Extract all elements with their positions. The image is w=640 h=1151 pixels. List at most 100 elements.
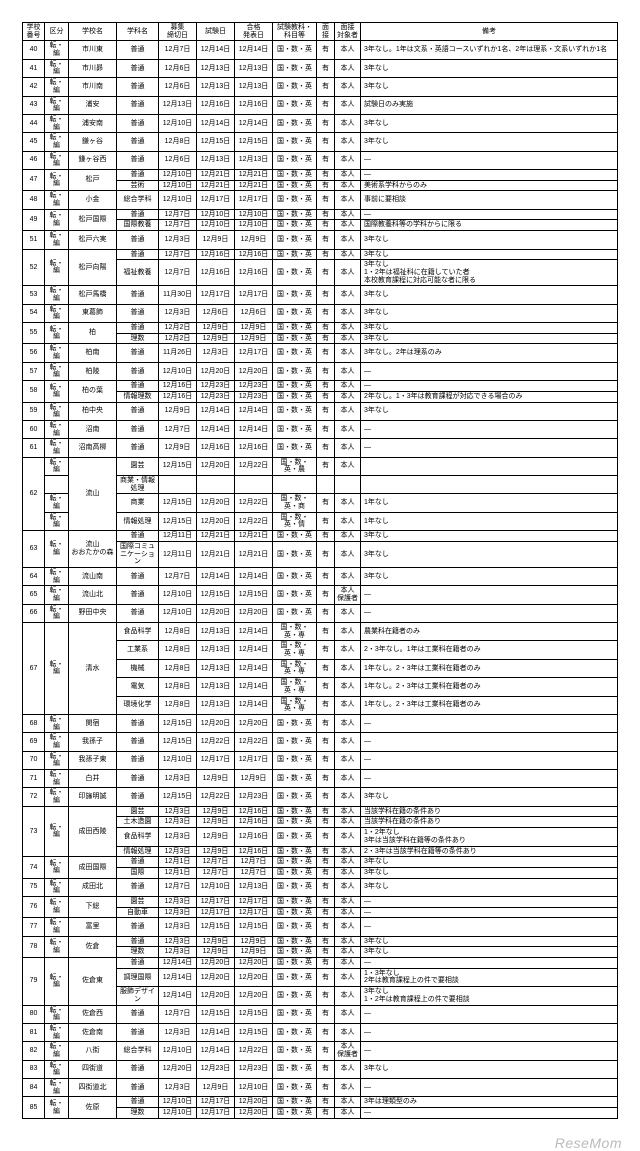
- cell-s: 東葛飾: [69, 304, 117, 322]
- cell-c: 12月9日: [235, 947, 273, 958]
- table-row: 70転・編我孫子東普通12月10日12月17日12月17日国・数・英有本人—: [23, 751, 618, 769]
- cell-i: 有: [317, 180, 335, 191]
- cell-w: 本人: [335, 987, 361, 1005]
- table-row: 74転・編成田国際普通12月1日12月7日12月7日国・数・英有本人3年なし: [23, 857, 618, 868]
- cell-w: 本人: [335, 867, 361, 878]
- cell-d: 総合学科: [117, 191, 159, 209]
- cell-a: 12月7日: [159, 567, 197, 585]
- cell-u: 国・数・英: [273, 1079, 317, 1097]
- cell-b: 12月10日: [197, 209, 235, 220]
- cell-b: 12月13日: [197, 78, 235, 96]
- cell-a: 12月14日: [159, 968, 197, 986]
- cell-s: 佐倉南: [69, 1023, 117, 1041]
- cell-s: 柏: [69, 323, 117, 344]
- cell-c: 12月17日: [235, 344, 273, 362]
- cell-s: 松戸馬橋: [69, 286, 117, 304]
- cell-c: 12月21日: [235, 541, 273, 567]
- cell-a: 12月7日: [159, 878, 197, 896]
- col-header: 区分: [45, 23, 69, 41]
- cell-k: 転・編: [45, 788, 69, 806]
- cell-d: 調理国際: [117, 968, 159, 986]
- cell-b: 12月13日: [197, 659, 235, 677]
- cell-b: 12月9日: [197, 936, 235, 947]
- cell-r: —: [361, 896, 618, 907]
- cell-w: 本人: [335, 402, 361, 420]
- cell-r: —: [361, 907, 618, 918]
- cell-c: 12月10日: [235, 1079, 273, 1097]
- table-row: 76転・編下総園芸12月3日12月17日12月17日国・数・英有本人—: [23, 896, 618, 907]
- cell-u: 国・数・英: [273, 323, 317, 334]
- cell-u: 国・数・英・専: [273, 623, 317, 641]
- cell-b: 12月14日: [197, 1023, 235, 1041]
- cell-n: 52: [23, 249, 45, 286]
- cell-b: 12月15日: [197, 133, 235, 151]
- cell-n: 57: [23, 362, 45, 380]
- cell-s: 四街道: [69, 1060, 117, 1078]
- cell-n: 41: [23, 59, 45, 77]
- cell-b: 12月23日: [197, 381, 235, 392]
- cell-d: 食品科学: [117, 623, 159, 641]
- cell-n: 73: [23, 806, 45, 856]
- cell-k: 転・編: [45, 323, 69, 344]
- cell-i: 有: [317, 623, 335, 641]
- cell-s: 我孫子: [69, 733, 117, 751]
- cell-b: 12月14日: [197, 41, 235, 59]
- cell-b: 12月14日: [197, 420, 235, 438]
- cell-n: 61: [23, 439, 45, 457]
- cell-b: 12月14日: [197, 402, 235, 420]
- cell-w: 本人: [335, 828, 361, 846]
- cell-b: [197, 476, 235, 494]
- cell-d: 普通: [117, 323, 159, 334]
- cell-a: 12月15日: [159, 733, 197, 751]
- cell-b: 12月21日: [197, 170, 235, 181]
- cell-k: 転・編: [45, 494, 69, 512]
- cell-c: [235, 476, 273, 494]
- cell-d: 普通: [117, 209, 159, 220]
- cell-d: 理数: [117, 333, 159, 344]
- cell-c: 12月20日: [235, 968, 273, 986]
- table-row: 53転・編松戸馬橋普通11月30日12月17日12月17日国・数・英有本人3年な…: [23, 286, 618, 304]
- cell-r: 3年なし: [361, 249, 618, 260]
- cell-a: 12月16日: [159, 391, 197, 402]
- cell-k: 転・編: [45, 512, 69, 530]
- cell-k: 転・編: [45, 191, 69, 209]
- cell-i: 有: [317, 151, 335, 169]
- cell-n: 85: [23, 1097, 45, 1118]
- cell-w: 本人: [335, 96, 361, 114]
- cell-r: [361, 476, 618, 494]
- cell-w: 本人: [335, 531, 361, 542]
- cell-d: 普通: [117, 604, 159, 622]
- cell-d: 普通: [117, 958, 159, 969]
- cell-n: 45: [23, 133, 45, 151]
- cell-a: 12月3日: [159, 770, 197, 788]
- cell-w: 本人: [335, 846, 361, 857]
- cell-c: 12月17日: [235, 907, 273, 918]
- footer-logo: ReseMom: [0, 1129, 640, 1151]
- table-row: 72転・編印旛明誠普通12月15日12月22日12月23日国・数・英有本人3年な…: [23, 788, 618, 806]
- cell-c: 12月14日: [235, 420, 273, 438]
- cell-a: 12月3日: [159, 936, 197, 947]
- cell-n: 58: [23, 381, 45, 402]
- cell-w: 本人: [335, 59, 361, 77]
- cell-d: 普通: [117, 402, 159, 420]
- cell-a: 12月10日: [159, 604, 197, 622]
- cell-i: 有: [317, 968, 335, 986]
- cell-r: —: [361, 958, 618, 969]
- cell-n: 42: [23, 78, 45, 96]
- cell-i: 有: [317, 344, 335, 362]
- cell-d: 普通: [117, 1023, 159, 1041]
- cell-i: 有: [317, 857, 335, 868]
- cell-r: —: [361, 586, 618, 604]
- cell-a: 12月14日: [159, 987, 197, 1005]
- cell-u: 国・数・英: [273, 249, 317, 260]
- cell-d: 普通: [117, 78, 159, 96]
- cell-a: 12月3日: [159, 817, 197, 828]
- cell-i: 有: [317, 1042, 335, 1060]
- cell-r: 3年なし1・2年は福祉科に在籍していた者本校教育課程に対応可能な者に限る: [361, 260, 618, 286]
- cell-i: 有: [317, 1023, 335, 1041]
- cell-n: 77: [23, 918, 45, 936]
- cell-w: 本人: [335, 391, 361, 402]
- cell-s: 佐原: [69, 1097, 117, 1118]
- cell-c: 12月9日: [235, 333, 273, 344]
- cell-a: 12月8日: [159, 659, 197, 677]
